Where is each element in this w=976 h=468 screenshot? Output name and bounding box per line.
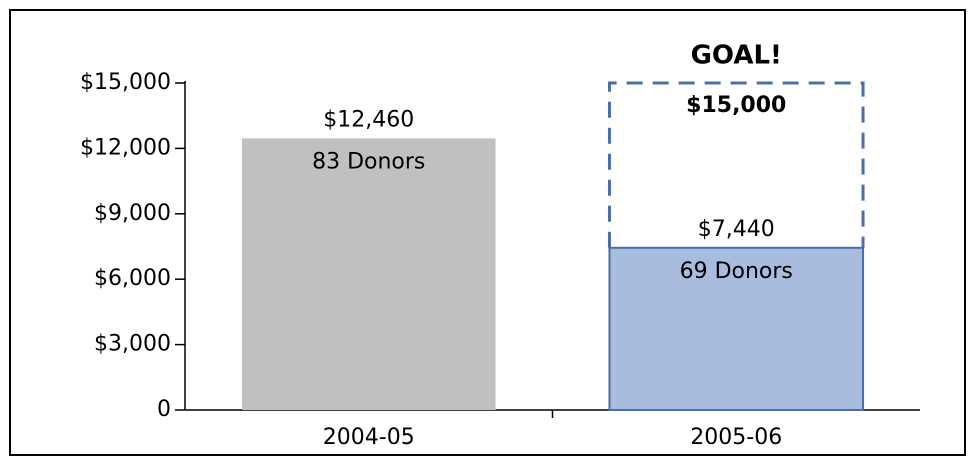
- y-tick-label: $9,000: [94, 201, 171, 226]
- value-label: $12,460: [323, 107, 414, 132]
- y-tick-label: $3,000: [94, 332, 171, 357]
- y-tick-label: $6,000: [94, 266, 171, 291]
- y-tick-label: $12,000: [80, 135, 171, 160]
- goal-value-label: $15,000: [686, 93, 786, 118]
- y-tick-label: $15,000: [80, 70, 171, 95]
- donor-label: 69 Donors: [680, 259, 793, 284]
- frame: [9, 9, 966, 456]
- goal-outline: [607, 81, 865, 248]
- bar: [241, 138, 496, 410]
- donor-label: 83 Donors: [312, 149, 425, 174]
- x-tick-label: 2004-05: [323, 425, 415, 450]
- x-tick-label: 2005-06: [690, 425, 782, 450]
- goal-label: GOAL!: [691, 41, 782, 71]
- y-tick-label: 0: [157, 397, 171, 422]
- value-label: $7,440: [698, 217, 775, 242]
- bar: [608, 246, 865, 411]
